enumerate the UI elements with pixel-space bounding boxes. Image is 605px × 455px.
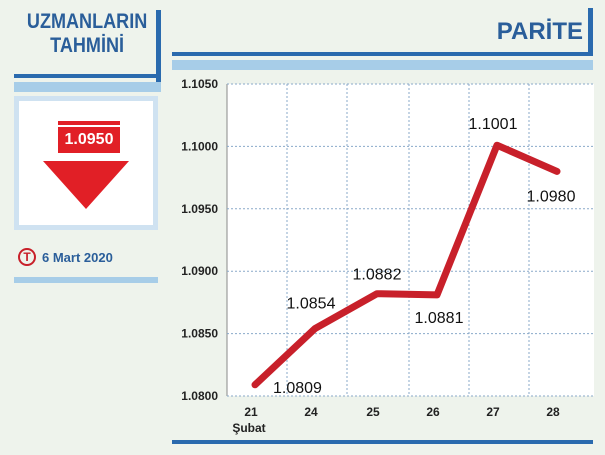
x-tick-label-4: 27 [486,405,500,419]
left-title-vertical-rule [156,10,161,82]
grid-lines [227,83,594,397]
data-labels: 1.0809 1.0854 1.0882 1.0881 1.1001 1.0980 [273,116,576,397]
x-tick-label-0: 21 [244,405,258,419]
left-title-band [14,82,161,92]
forecast-title: UZMANLARIN TAHMİNİ [14,10,160,58]
series-line [251,141,561,389]
y-tick-label-2: 1.0900 [181,264,218,278]
left-title-underline [14,74,161,78]
x-tick-label-3: 26 [426,405,440,419]
t-logo-icon: T [18,248,36,266]
chart-title-band [172,60,593,70]
forecast-title-line1: UZMANLARIN [26,10,148,33]
x-tick-labels: 21 24 25 26 27 28 [244,405,560,419]
x-tick-label-5: 28 [546,405,560,419]
x-tick-label-2: 25 [366,405,380,419]
chart-title-underline [172,52,593,56]
forecast-date: 6 Mart 2020 [42,249,113,265]
data-label-0: 1.0809 [273,380,322,397]
data-label-4: 1.1001 [469,116,518,133]
left-bottom-band [14,277,158,283]
y-tick-label-0: 1.0800 [181,389,218,403]
x-sublabel: Şubat [232,421,265,435]
y-tick-labels: 1.0800 1.0850 1.0900 1.0950 1.1000 1.1050 [181,77,218,403]
y-tick-label-3: 1.0950 [181,202,218,216]
y-tick-label-4: 1.1000 [181,139,218,153]
forecast-date-row: T 6 Mart 2020 [18,246,158,268]
forecast-title-line2: TAHMİNİ [50,34,125,57]
forecast-box: 1.0950 [14,96,158,230]
data-label-5: 1.0980 [527,188,576,205]
x-tick-label-1: 24 [304,405,318,419]
chart-title-vertical-rule [588,8,593,56]
y-tick-label-1: 1.0850 [181,327,218,341]
forecast-value: 1.0950 [58,127,120,153]
y-tick-label-5: 1.1050 [181,77,218,91]
chart-title: PARİTE [496,18,583,45]
plot-area [227,84,594,396]
down-arrow-icon [43,161,129,209]
data-label-1: 1.0854 [287,296,336,313]
forecast-value-topbar [58,121,120,125]
data-label-3: 1.0881 [415,310,464,327]
data-label-2: 1.0882 [353,267,402,284]
chart-bottom-rule [172,440,593,444]
